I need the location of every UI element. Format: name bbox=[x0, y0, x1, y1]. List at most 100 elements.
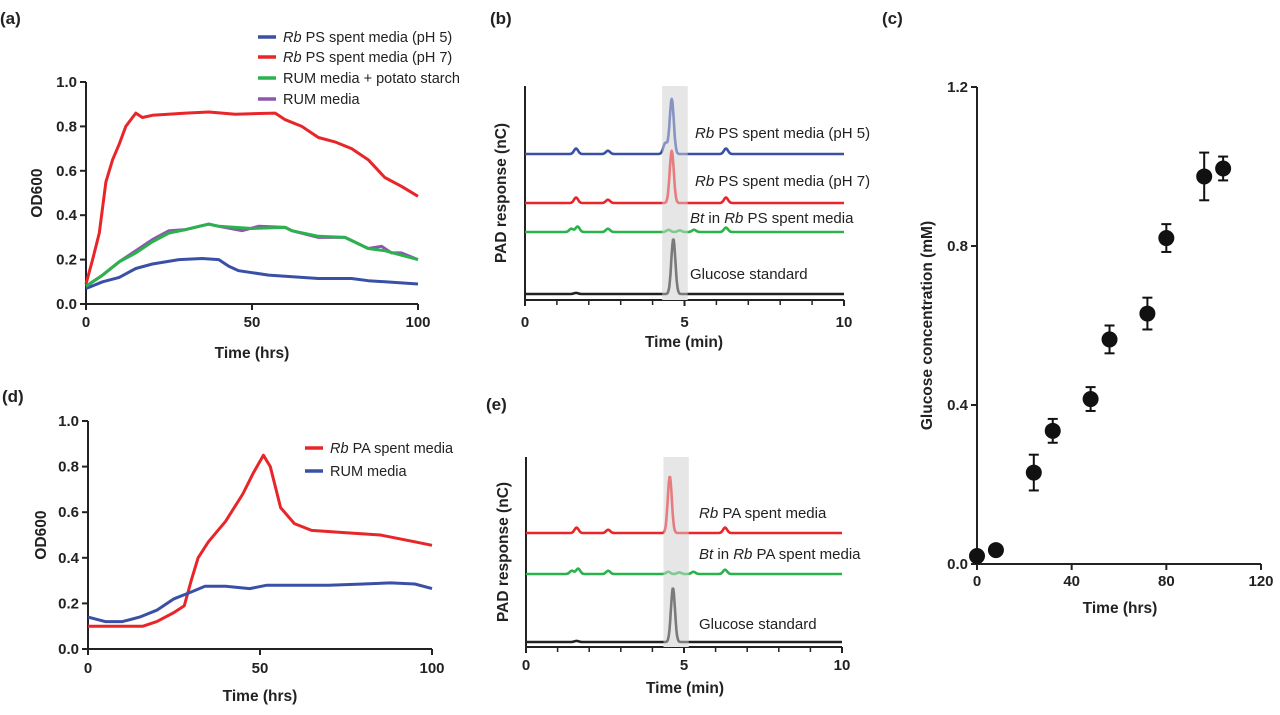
legend-label-part: PS spent media (pH 5) bbox=[302, 30, 453, 46]
x-tick-label: 50 bbox=[252, 660, 269, 677]
y-tick-label: 0.8 bbox=[56, 118, 77, 135]
legend: Rb PA spent media RUM media bbox=[305, 441, 454, 480]
legend-label-part: RUM media bbox=[330, 464, 407, 480]
data-point bbox=[1082, 386, 1099, 412]
legend-item: Rb PS spent media (pH 7) bbox=[258, 50, 452, 66]
y-tick-label: 0.6 bbox=[58, 504, 79, 521]
x-tick-label: 0 bbox=[973, 573, 981, 590]
trace-line bbox=[525, 587, 843, 644]
trace-label: Rb PS spent media (pH 5) bbox=[695, 125, 870, 142]
y-tick-label: 0.4 bbox=[58, 550, 80, 567]
y-tick-label: 0.2 bbox=[56, 252, 77, 269]
marker bbox=[1101, 331, 1118, 348]
x-tick-label: 0 bbox=[84, 660, 92, 677]
legend-label-part: Rb bbox=[283, 50, 302, 66]
trace-line bbox=[524, 149, 845, 205]
trace-label-part: PS spent media bbox=[743, 210, 854, 227]
legend-label-part: PS spent media (pH 7) bbox=[302, 50, 453, 66]
trace-label-part: PA spent media bbox=[752, 546, 861, 563]
y-tick-label: 0.0 bbox=[58, 641, 79, 658]
legend-item: Rb PS spent media (pH 5) bbox=[258, 30, 452, 46]
legend-label: RUM media + potato starch bbox=[283, 71, 460, 87]
data-point bbox=[1101, 324, 1118, 355]
panel-b: (b) 0 5 10 Time (min) PAD response (nC) Rb PS … bbox=[490, 9, 870, 351]
x-axis-label: Time (hrs) bbox=[215, 345, 290, 362]
y-tick-label: 1.0 bbox=[58, 413, 79, 430]
panel-e: (e) 0 5 10 Time (min) PAD response (nC) Rb PA … bbox=[486, 395, 861, 697]
panel-label: (e) bbox=[486, 395, 507, 414]
y-tick-label: 0.0 bbox=[947, 556, 968, 573]
trace-label: Glucose standard bbox=[699, 616, 817, 633]
y-tick-label: 0.4 bbox=[947, 397, 969, 414]
trace-label-part: PS spent media (pH 5) bbox=[714, 125, 870, 142]
trace-label: Bt in Rb PS spent media bbox=[690, 210, 854, 227]
y-tick-label: 1.0 bbox=[56, 74, 77, 91]
data-point bbox=[1158, 223, 1175, 253]
series-line bbox=[85, 257, 419, 290]
legend-item: Rb PA spent media bbox=[305, 441, 454, 457]
trace-label: Glucose standard bbox=[690, 266, 808, 283]
panel-label: (c) bbox=[882, 9, 903, 28]
legend-label: Rb PS spent media (pH 5) bbox=[283, 30, 452, 46]
marker bbox=[1044, 422, 1061, 439]
trace-line bbox=[524, 225, 845, 234]
trace-label-part: in bbox=[704, 210, 724, 227]
marker bbox=[1215, 160, 1232, 177]
x-tick-label: 80 bbox=[1158, 573, 1175, 590]
y-axis-label: PAD response (nC) bbox=[493, 123, 510, 263]
y-tick-label: 0.0 bbox=[56, 296, 77, 313]
legend-label-part: Rb bbox=[283, 30, 302, 46]
legend-item: RUM media bbox=[305, 464, 407, 480]
y-tick-label: 1.2 bbox=[947, 79, 968, 96]
panel-label: (a) bbox=[0, 9, 21, 28]
x-axis-label: Time (hrs) bbox=[223, 688, 298, 705]
marker bbox=[1196, 168, 1213, 185]
data-point bbox=[987, 542, 1004, 559]
trace-label-part: PA spent media bbox=[718, 505, 827, 522]
x-axis-label: Time (min) bbox=[646, 680, 724, 697]
data-point bbox=[1139, 296, 1156, 331]
x-tick-label: 40 bbox=[1063, 573, 1080, 590]
series-line bbox=[85, 222, 419, 288]
marker bbox=[969, 548, 985, 565]
trace-label-part: Rb bbox=[724, 210, 743, 227]
legend-label-part: RUM media + potato starch bbox=[283, 71, 460, 87]
y-tick-label: 0.6 bbox=[56, 163, 77, 180]
trace-label: Rb PA spent media bbox=[699, 505, 827, 522]
trace-line bbox=[524, 238, 845, 296]
highlight-wash bbox=[662, 86, 688, 297]
panel-label: (d) bbox=[2, 387, 24, 406]
trace-label-part: Bt bbox=[690, 210, 705, 227]
trace-label: Rb PS spent media (pH 7) bbox=[695, 173, 870, 190]
marker bbox=[1025, 464, 1042, 481]
trace-label-part: Rb bbox=[699, 505, 718, 522]
series-line bbox=[84, 110, 419, 285]
legend-label: Rb PS spent media (pH 7) bbox=[283, 50, 452, 66]
y-tick-label: 0.8 bbox=[947, 238, 968, 255]
panel-label: (b) bbox=[490, 9, 512, 28]
x-tick-label: 120 bbox=[1248, 573, 1273, 590]
x-tick-label: 100 bbox=[419, 660, 444, 677]
trace-label-part: Rb bbox=[695, 125, 714, 142]
series-line bbox=[87, 581, 433, 624]
x-axis-label: Time (hrs) bbox=[1083, 600, 1158, 617]
marker bbox=[1139, 305, 1156, 322]
legend-item: RUM media + potato starch bbox=[258, 71, 460, 87]
y-tick-label: 0.4 bbox=[56, 207, 78, 224]
trace-label-part: Bt bbox=[699, 546, 714, 563]
x-tick-label: 5 bbox=[680, 657, 688, 674]
x-tick-label: 100 bbox=[405, 314, 430, 331]
y-axis-label: Glucose concentration (mM) bbox=[919, 221, 936, 430]
data-point bbox=[1025, 453, 1042, 492]
trace-label-part: in bbox=[713, 546, 733, 563]
legend-item: RUM media bbox=[258, 92, 360, 108]
trace-label-part: PS spent media (pH 7) bbox=[714, 173, 870, 190]
data-point bbox=[969, 548, 985, 565]
marker bbox=[1082, 391, 1099, 408]
x-tick-label: 50 bbox=[244, 314, 261, 331]
legend-label-part: Rb bbox=[330, 441, 349, 457]
series-line bbox=[88, 453, 433, 628]
legend: Rb PS spent media (pH 5)Rb PS spent medi… bbox=[258, 30, 460, 108]
highlight-wash bbox=[663, 457, 689, 644]
